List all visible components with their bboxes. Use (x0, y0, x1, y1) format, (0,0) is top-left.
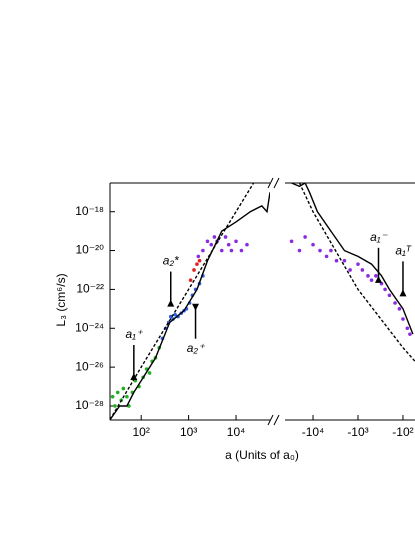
data-point (226, 242, 231, 247)
dashed-curve (298, 183, 415, 362)
data-point (125, 394, 129, 399)
x-tick-label: 10³ (180, 425, 197, 439)
data-point (209, 242, 214, 247)
dashed-curve (110, 183, 255, 420)
arrow-head (192, 303, 200, 311)
data-point (173, 312, 177, 317)
data-point (289, 239, 294, 244)
data-point (366, 274, 370, 278)
data-point (197, 258, 202, 263)
data-point (374, 274, 378, 278)
data-point (234, 239, 238, 244)
data-point (408, 332, 412, 336)
y-tick-label: 10⁻²⁰ (76, 243, 105, 257)
data-point (369, 278, 374, 282)
data-point (168, 314, 173, 319)
data-point (342, 258, 347, 263)
annotation-label: a₁⁺ (125, 327, 143, 341)
y-tick-label: 10⁻²⁸ (75, 398, 104, 412)
x-tick-label: 10⁴ (227, 425, 246, 439)
data-point (356, 262, 360, 266)
y-tick-label: 10⁻²⁴ (75, 320, 104, 334)
data-point (110, 394, 115, 399)
arrow-head (167, 299, 175, 307)
y-axis-label: L₃ (cm⁶/s) (54, 273, 68, 326)
data-point (383, 287, 387, 292)
data-point (205, 239, 210, 244)
data-point (348, 268, 352, 272)
data-point (212, 235, 217, 239)
data-point (195, 262, 199, 266)
data-point (188, 278, 193, 282)
x-tick-label: -10⁴ (302, 425, 325, 439)
x-tick-label: -10³ (347, 425, 368, 439)
data-point (318, 248, 322, 253)
annotation-label: a₂* (163, 254, 179, 268)
data-point (324, 254, 329, 259)
data-point (192, 268, 196, 272)
data-point (393, 301, 397, 305)
arrow-head (399, 289, 407, 297)
theory-curve (291, 183, 414, 335)
data-point (113, 404, 117, 408)
x-tick-label: -10² (392, 425, 413, 439)
arrow-head (374, 275, 382, 283)
y-tick-label: 10⁻¹⁸ (75, 204, 104, 218)
x-tick-label: 10² (133, 425, 150, 439)
data-point (387, 293, 392, 298)
plot-area (289, 183, 415, 362)
data-point (239, 248, 244, 253)
data-point (121, 386, 126, 391)
plot-area (110, 183, 270, 420)
data-point (405, 326, 410, 331)
annotation-label: a₂⁺ (187, 341, 206, 355)
data-point (297, 248, 302, 253)
y-tick-label: 10⁻²² (76, 282, 104, 296)
data-point (360, 268, 365, 272)
y-tick-label: 10⁻²⁶ (75, 359, 104, 373)
data-point (229, 248, 234, 253)
annotation-label: a₁ᵀ (395, 244, 411, 258)
arrow-head (130, 372, 138, 380)
data-point (334, 258, 339, 263)
data-point (311, 242, 315, 247)
data-point (196, 254, 201, 259)
data-point (397, 307, 402, 311)
data-point (115, 390, 120, 395)
axis-break (267, 177, 280, 426)
data-point (201, 248, 205, 253)
data-point (303, 235, 307, 239)
data-point (147, 371, 152, 375)
data-point (223, 235, 228, 239)
data-point (329, 248, 333, 253)
data-point (219, 248, 224, 253)
data-point (401, 317, 405, 321)
annotation-label: a₁⁻ (370, 230, 388, 244)
x-axis-label: a (Units of a₀) (225, 448, 299, 462)
theory-curve (110, 192, 270, 420)
data-point (245, 242, 249, 247)
